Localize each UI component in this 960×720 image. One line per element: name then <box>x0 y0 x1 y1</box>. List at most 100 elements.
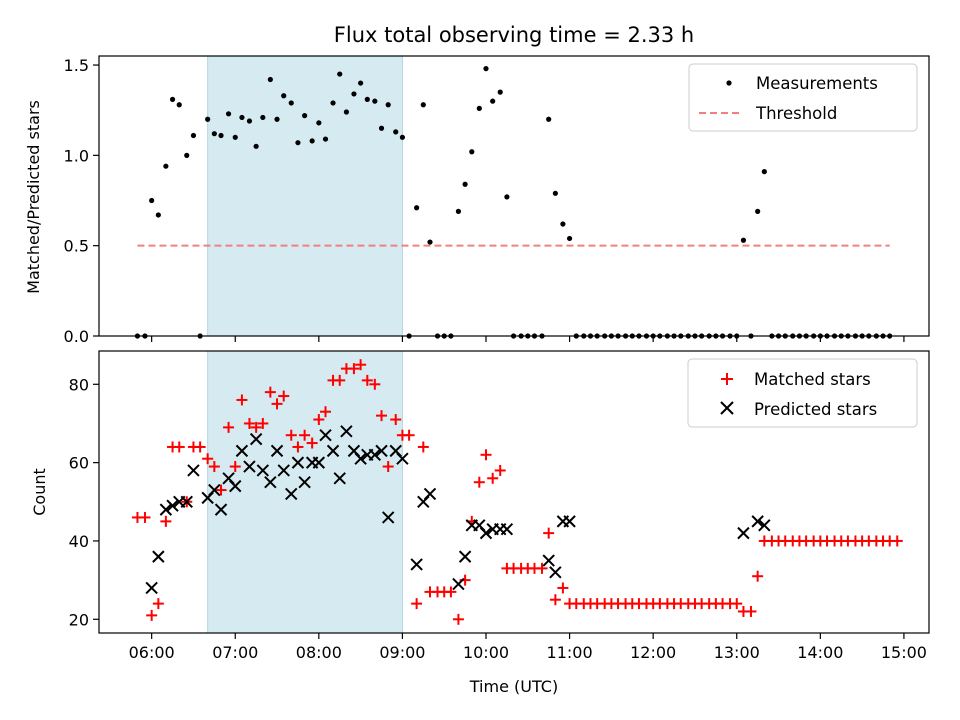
matched-star-point <box>390 414 402 426</box>
measurement-point <box>560 221 566 227</box>
legend-measurements-label: Measurements <box>756 74 878 93</box>
measurement-point <box>497 89 503 95</box>
measurement-point <box>316 120 322 126</box>
matched-star-point <box>411 598 423 610</box>
matched-star-point <box>299 429 311 441</box>
predicted-star-point <box>298 476 311 489</box>
measurement-point <box>343 109 350 115</box>
measurement-point <box>427 239 433 245</box>
matched-star-point <box>229 461 241 473</box>
y-tick-label-bot: 20 <box>69 610 89 629</box>
predicted-star-point <box>368 448 382 461</box>
measurement-point <box>378 125 385 131</box>
matched-star-point <box>557 582 569 594</box>
measurement-point <box>149 197 155 204</box>
measurement-point <box>184 152 190 158</box>
matched-star-point <box>543 527 555 539</box>
predicted-star-point <box>152 550 165 563</box>
bottom-legend: Matched stars Predicted stars <box>687 358 918 428</box>
matched-star-point <box>160 515 172 527</box>
y-tick-label-top: 0.5 <box>64 237 89 256</box>
measurement-point <box>169 96 176 102</box>
predicted-star-point <box>500 523 514 536</box>
measurement-point <box>205 116 211 122</box>
matched-star-point <box>480 449 492 461</box>
top-y-ticks: 0.0 0.5 1.0 1.5 <box>64 56 99 346</box>
y-tick-label-bot: 80 <box>69 375 89 394</box>
matched-star-point <box>215 484 227 496</box>
predicted-star-point <box>229 479 242 493</box>
measurement-point <box>552 190 558 196</box>
predicted-star-point <box>396 452 409 465</box>
bottom-y-ticks: 20 40 60 80 <box>69 375 99 629</box>
predicted-star-point <box>381 511 395 524</box>
y-tick-label-bot: 60 <box>69 454 89 473</box>
measurement-point <box>372 98 378 104</box>
measurement-point <box>274 116 280 122</box>
x-tick-label: 08:00 <box>296 643 342 662</box>
matched-star-point <box>243 417 255 429</box>
measurement-point <box>364 96 370 102</box>
measurement-point <box>190 132 197 139</box>
measurement-point <box>246 118 253 124</box>
matched-star-point <box>264 386 276 398</box>
predicted-star-point <box>354 452 367 465</box>
matched-star-point <box>313 414 325 426</box>
axes-frame-bot <box>98 350 930 634</box>
measurement-point <box>490 98 496 104</box>
predicted-star-point <box>549 566 562 579</box>
matched-star-point <box>417 441 429 453</box>
bottom-y-axis-label: Count <box>30 468 49 516</box>
shaded-interval-top <box>207 55 403 337</box>
measurement-point <box>504 194 510 200</box>
top-y-axis-label: Matched/Predicted stars <box>24 100 43 294</box>
measurement-point <box>218 132 224 139</box>
matched-star-point <box>745 605 757 617</box>
matched-star-point <box>355 359 367 371</box>
figure-title: Flux total observing time = 2.33 h <box>334 23 694 47</box>
predicted-star-point <box>159 503 173 516</box>
measurement-point <box>469 149 475 155</box>
predicted-star-point <box>319 429 332 442</box>
matched-star-point <box>285 429 297 441</box>
matched-star-point <box>473 476 485 488</box>
bottom-shaded-interval <box>207 350 403 634</box>
matched-star-point <box>236 394 248 406</box>
predicted-star-point <box>479 526 493 540</box>
predicted-stars-series <box>145 425 771 595</box>
matched-star-point <box>445 586 457 598</box>
measurement-point <box>385 102 391 108</box>
predicted-star-point <box>563 515 576 528</box>
predicted-star-point <box>277 464 290 477</box>
top-legend: Measurements Threshold <box>688 63 918 132</box>
predicted-star-point <box>452 577 465 591</box>
predicted-star-point <box>340 425 353 438</box>
measurement-point <box>155 212 161 218</box>
x-tick-label: 11:00 <box>547 643 593 662</box>
matched-star-point <box>536 562 548 574</box>
predicted-star-point <box>542 554 555 567</box>
measurement-point <box>163 163 169 169</box>
predicted-star-point <box>737 526 750 540</box>
matched-star-point <box>139 511 151 523</box>
measurement-point <box>281 93 287 99</box>
legend-matched-marker <box>721 373 733 385</box>
measurement-point <box>322 136 329 142</box>
predicted-star-point <box>214 503 228 516</box>
predicted-star-point <box>312 456 326 469</box>
measurement-point <box>462 181 468 187</box>
measurement-point <box>330 100 336 106</box>
measurement-point <box>393 129 399 135</box>
matched-star-point <box>348 363 360 375</box>
measurement-point <box>420 102 426 108</box>
y-tick-label-bot: 40 <box>69 532 89 551</box>
matched-star-point <box>223 421 235 433</box>
measurement-point <box>232 134 238 140</box>
axes-frame-top <box>98 55 930 337</box>
matched-star-point <box>306 437 318 449</box>
y-tick-label-top: 1.5 <box>64 56 89 75</box>
predicted-star-point <box>264 476 277 489</box>
top-x-ticks <box>151 336 905 342</box>
legend-threshold-label: Threshold <box>755 104 837 123</box>
